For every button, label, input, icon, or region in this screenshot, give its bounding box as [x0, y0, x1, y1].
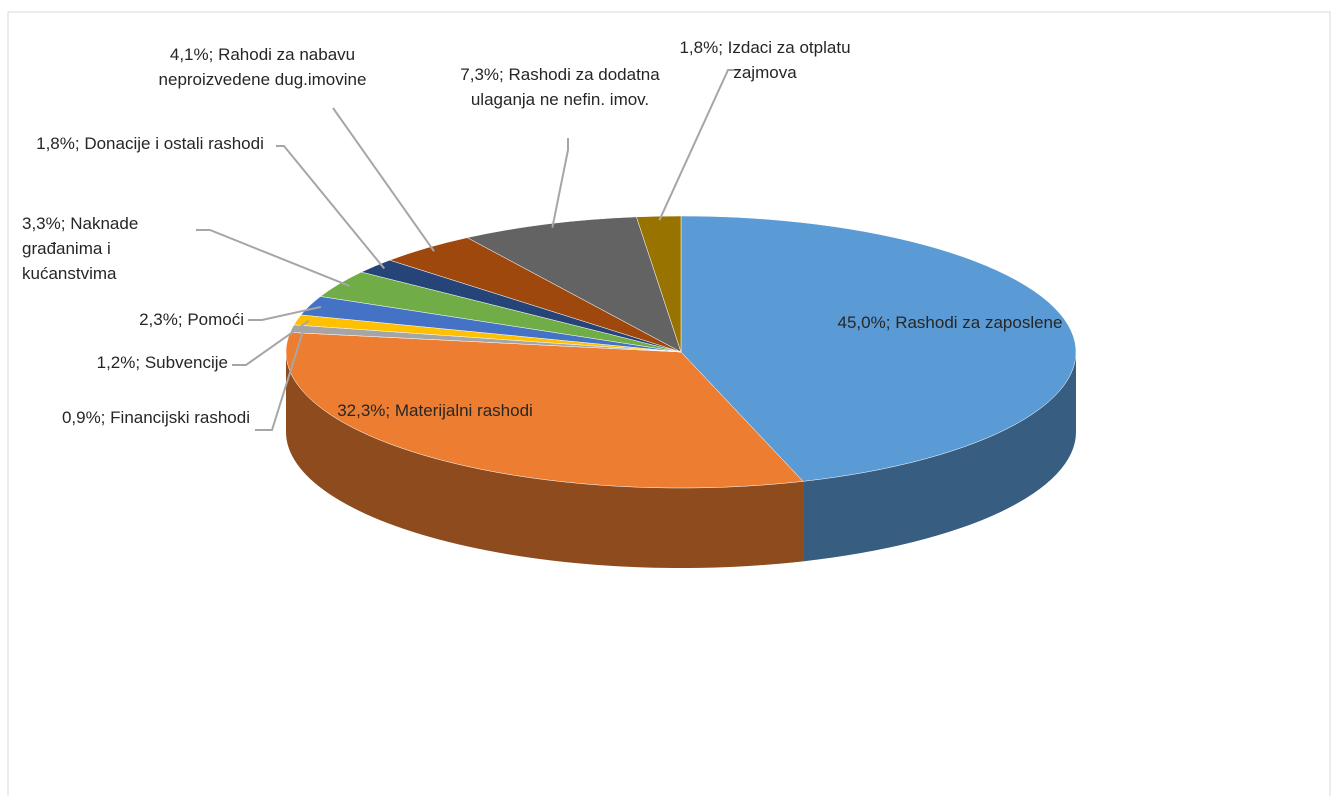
leader-line — [332, 107, 435, 252]
leader-line — [248, 305, 322, 321]
pie-slice — [636, 215, 682, 353]
category-label: Rashodi za dodatna ulaganja ne nefin. im… — [470, 65, 660, 109]
data-label: 3,3%; Naknade građanima i kućanstvima — [22, 211, 192, 286]
leader-line — [196, 229, 350, 287]
leader-line — [276, 145, 386, 270]
pie-slice-side — [803, 352, 1076, 562]
category-label: Rashodi za zaposlene — [895, 313, 1063, 332]
pie-slice — [466, 216, 682, 353]
data-label: 32,3%; Materijalni rashodi — [320, 398, 550, 423]
leader-line — [232, 319, 310, 366]
data-label: 1,8%; Izdaci za otplatu zajmova — [660, 35, 870, 85]
value-label: 4,1%; — [169, 45, 214, 64]
category-label: Donacije i ostali rashodi — [84, 134, 264, 153]
category-label: Rahodi za nabavu neproizvedene dug.imovi… — [158, 45, 367, 89]
leader-line — [658, 69, 740, 221]
leader-line — [255, 329, 305, 431]
value-label: 0,9%; — [61, 408, 106, 427]
data-label: 2,3%; Pomoći — [20, 307, 244, 332]
pie-slice-side — [285, 352, 804, 568]
value-label: 2,3%; — [139, 310, 183, 329]
category-label: Materijalni rashodi — [394, 401, 533, 420]
data-label: 4,1%; Rahodi za nabavu neproizvedene dug… — [145, 42, 380, 92]
value-label: 45,0%; — [837, 313, 891, 332]
data-label: 7,3%; Rashodi za dodatna ulaganja ne nef… — [440, 62, 680, 112]
value-label: 7,3%; — [460, 65, 504, 84]
data-label: 0,9%; Financijski rashodi — [60, 405, 250, 430]
value-label: 1,8%; — [679, 38, 723, 57]
data-label: 1,8%; Donacije i ostali rashodi — [20, 131, 280, 156]
value-label: 32,3%; — [337, 401, 391, 420]
chart-border — [7, 11, 1331, 796]
leader-line — [551, 138, 569, 228]
value-label: 1,8%; — [36, 134, 80, 153]
data-label: 1,2%; Subvencije — [20, 350, 228, 375]
value-label: 1,2%; — [96, 353, 141, 372]
value-label: 3,3%; — [22, 214, 66, 233]
data-label: 45,0%; Rashodi za zaposlene — [835, 310, 1065, 335]
category-label: Izdaci za otplatu zajmova — [727, 38, 851, 82]
category-label: Subvencije — [144, 353, 228, 372]
pie-slice — [680, 215, 1077, 482]
category-label: Pomoći — [187, 310, 244, 329]
category-label: Naknade građanima i kućanstvima — [22, 214, 139, 283]
category-label: Financijski rashodi — [110, 408, 250, 427]
